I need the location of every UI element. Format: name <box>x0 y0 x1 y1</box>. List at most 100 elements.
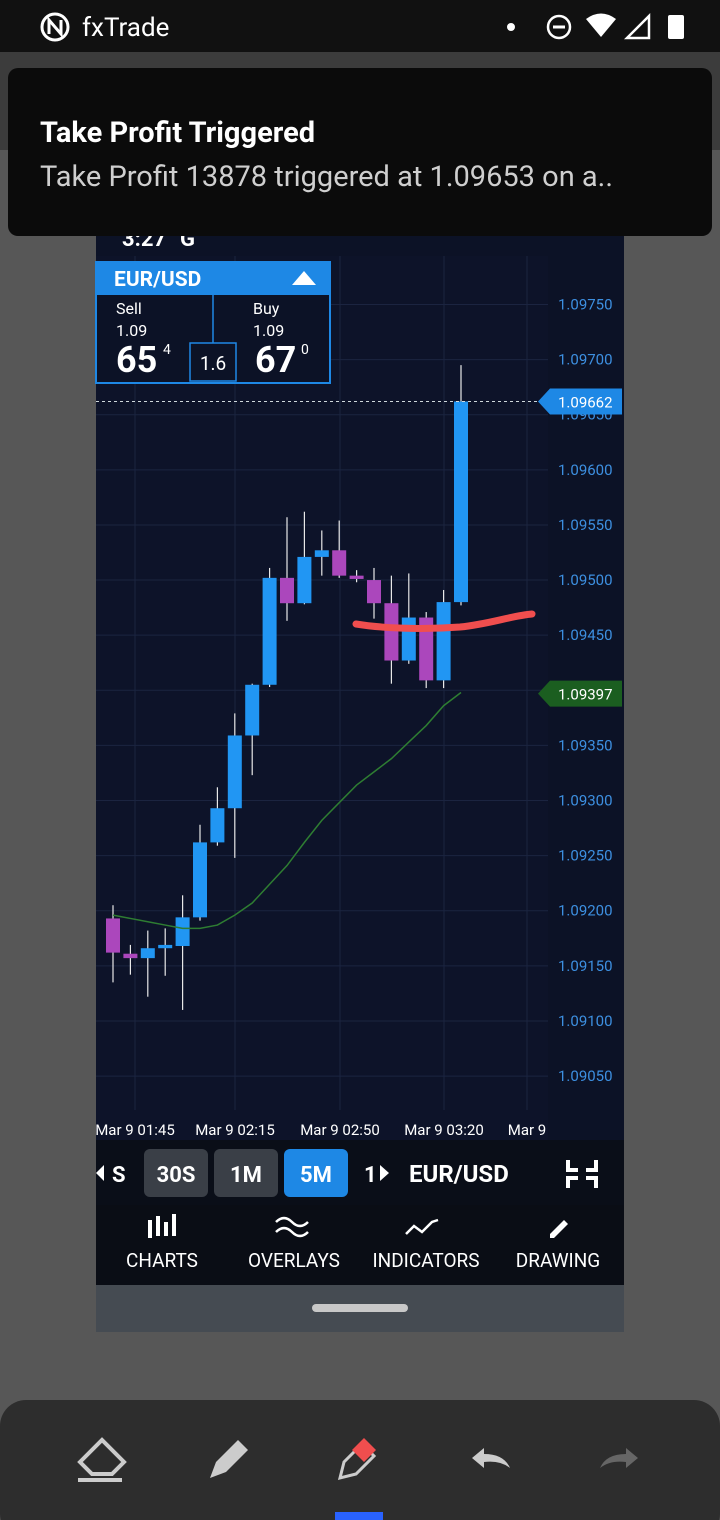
toolbar-label[interactable]: INDICATORS <box>372 1249 479 1272</box>
app-logo-mark <box>47 15 63 39</box>
eraser-tool[interactable] <box>77 1437 127 1482</box>
toolbar <box>96 1205 624 1285</box>
sell-big: 1.09 <box>116 321 147 340</box>
dnd-icon <box>546 14 572 40</box>
y-tick-label: 1.09600 <box>558 461 613 479</box>
wifi-icon <box>586 13 616 37</box>
candle-body <box>262 577 277 685</box>
scroll-left <box>96 1165 104 1181</box>
candle-body <box>436 602 451 681</box>
price-tag <box>538 680 622 707</box>
app-name: fxTrade <box>82 13 169 43</box>
toolbar-labels: CHARTS OVERLAYS INDICATORS DRAWING <box>126 1249 600 1272</box>
candle-body <box>332 550 347 576</box>
collapse-icon[interactable] <box>292 271 316 285</box>
pen-tool[interactable] <box>210 1440 248 1478</box>
y-tick-label: 1.09250 <box>558 847 613 865</box>
dot-icon <box>507 23 515 31</box>
y-tick-label: 1.09150 <box>558 957 613 975</box>
timeframe-label[interactable]: 1M <box>230 1163 262 1188</box>
timeframe-button[interactable] <box>144 1149 208 1197</box>
ticker-header <box>96 262 330 295</box>
editor-toolbar <box>0 1400 720 1520</box>
undo-button[interactable] <box>472 1448 510 1468</box>
timeframe-button[interactable] <box>214 1149 278 1197</box>
sell-pips[interactable]: 65 <box>116 339 157 381</box>
timeframe-label[interactable]: S <box>112 1163 126 1188</box>
freehand-drawing <box>352 610 536 632</box>
charts-icon <box>148 1214 176 1238</box>
y-tick-label: 1.09450 <box>558 626 613 644</box>
notification-title: Take Profit Triggered <box>40 116 315 150</box>
y-tick-label: 1.09350 <box>558 736 613 754</box>
candle-body <box>419 617 434 681</box>
y-tick-label: 1.09200 <box>558 902 613 920</box>
candle-body <box>158 944 173 949</box>
x-tick-label: Mar 9 03:20 <box>404 1121 484 1139</box>
candle-body <box>193 842 207 918</box>
candle-body <box>280 577 294 604</box>
candle-body <box>106 918 120 953</box>
notification[interactable] <box>8 68 712 236</box>
spread: 1.6 <box>200 352 226 375</box>
candle-body <box>245 684 260 736</box>
sell-fraction: 4 <box>163 342 171 358</box>
candle-body <box>123 953 138 959</box>
x-tick-label: Mar 9 02:15 <box>195 1121 275 1139</box>
y-tick-label: 1.09700 <box>558 351 613 369</box>
plot-area <box>96 256 548 1140</box>
candle-body <box>349 575 364 579</box>
toolbar-label[interactable]: OVERLAYS <box>248 1249 340 1272</box>
dnd-bar <box>553 25 565 29</box>
buy-fraction: 0 <box>301 342 309 358</box>
y-axis: 1.097501.097001.096501.096001.095501.095… <box>538 295 622 1085</box>
timeframe-label[interactable]: 30S <box>157 1163 196 1188</box>
candle-body <box>210 808 225 843</box>
y-tick-label: 1.09550 <box>558 516 613 534</box>
candle-body <box>314 550 329 557</box>
ticker-symbol: EUR/USD <box>114 268 201 292</box>
redo-button[interactable] <box>600 1448 638 1468</box>
x-tick-label: Mar 9 02:50 <box>300 1121 380 1139</box>
toolbar-label[interactable]: DRAWING <box>516 1249 600 1272</box>
overlays-icon <box>275 1216 309 1238</box>
y-tick-label: 1.09750 <box>558 295 613 313</box>
y-tick-label: 1.09300 <box>558 792 613 810</box>
scroll-right <box>380 1165 389 1181</box>
candle-body <box>384 603 399 661</box>
y-tick-label: 1.09500 <box>558 571 613 589</box>
x-tick-label: Mar 9 01:45 <box>95 1121 175 1139</box>
timeframe-label[interactable]: 1 <box>364 1163 377 1188</box>
candle-body <box>227 735 242 809</box>
buy-label: Buy <box>253 299 280 318</box>
candle-body <box>367 580 381 604</box>
home-indicator[interactable] <box>312 1304 408 1312</box>
x-tick-label: Mar 9 <box>508 1121 547 1139</box>
fullscreen-icon[interactable] <box>566 1160 598 1188</box>
x-axis: Mar 9 01:45 Mar 9 02:15 Mar 9 02:50 Mar 9 0… <box>95 1121 547 1139</box>
sell-label: Sell <box>116 299 142 318</box>
buy-pips[interactable]: 67 <box>255 339 296 381</box>
candle-body <box>401 617 416 661</box>
timeframe-label[interactable]: 5M <box>300 1163 332 1188</box>
spread-box <box>189 342 237 382</box>
instrument[interactable]: EUR/USD <box>409 1160 509 1188</box>
y-tick-label: 1.09050 <box>558 1067 613 1085</box>
toolbar-label[interactable]: CHARTS <box>126 1249 198 1272</box>
marker-tip <box>352 1438 376 1462</box>
price-tag-label: 1.09662 <box>558 393 613 411</box>
battery-icon <box>668 15 684 39</box>
moving-average <box>112 691 462 930</box>
active-indicator <box>335 1512 383 1520</box>
price-tag-label: 1.09397 <box>558 686 613 704</box>
candle-body <box>175 917 190 947</box>
timeframe-button[interactable] <box>284 1149 348 1197</box>
drawing-icon <box>550 1220 568 1238</box>
app-logo <box>40 12 70 42</box>
price-tag <box>538 388 622 415</box>
buy-big: 1.09 <box>253 321 284 340</box>
indicators-icon <box>405 1218 439 1235</box>
candle-body <box>297 556 312 604</box>
